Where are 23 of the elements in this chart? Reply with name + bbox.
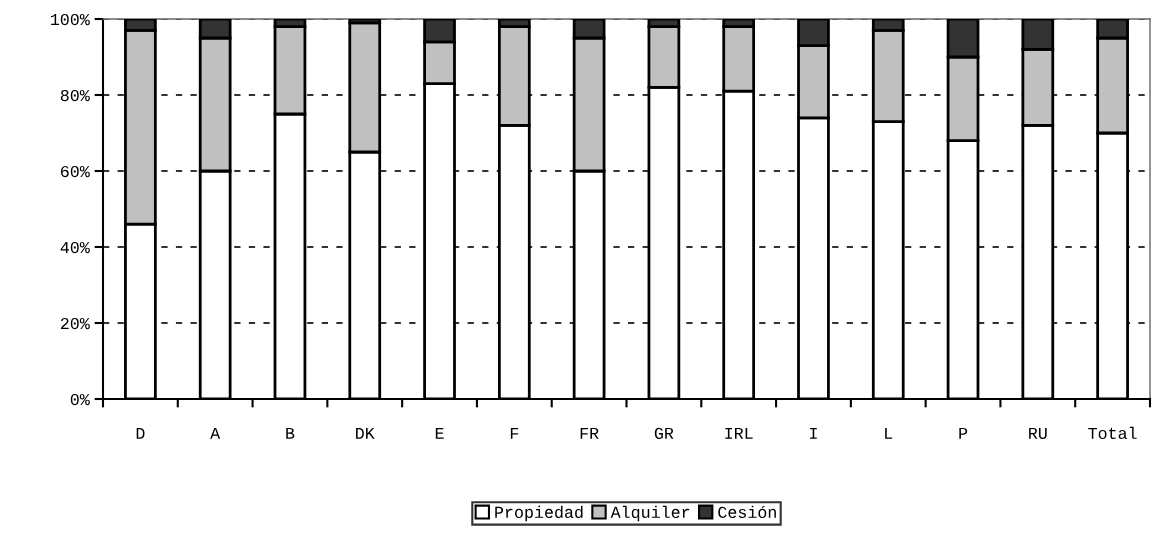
x-tick-label: I: [810, 427, 817, 439]
x-tick-label: L: [885, 427, 893, 439]
x-tick-label: F: [510, 427, 519, 439]
x-tick-label: P: [959, 427, 968, 439]
y-tick-label: 20%: [60, 317, 90, 330]
y-tick-label: 40%: [60, 241, 90, 254]
legend-label: Alquiler: [610, 505, 690, 522]
x-tick-label: Total: [1088, 426, 1137, 440]
x-tick-label: IRL: [725, 427, 753, 439]
x-tick-label: RU: [1029, 427, 1047, 440]
x-tick-label: E: [435, 427, 444, 439]
legend-label: Propiedad: [495, 505, 583, 522]
y-tick-label: 100%: [51, 13, 90, 26]
x-tick-label: FR: [580, 427, 599, 439]
x-tick-label: B: [286, 427, 295, 439]
x-tick-label: DK: [356, 427, 375, 439]
x-tick-label: A: [210, 427, 221, 439]
y-tick-label: 60%: [61, 165, 90, 178]
y-tick-label: 0%: [70, 393, 90, 406]
y-tick-label: 80%: [60, 89, 90, 102]
x-tick-label: D: [136, 427, 145, 439]
legend-label: Cesión: [718, 505, 776, 518]
x-tick-label: GR: [654, 427, 674, 440]
